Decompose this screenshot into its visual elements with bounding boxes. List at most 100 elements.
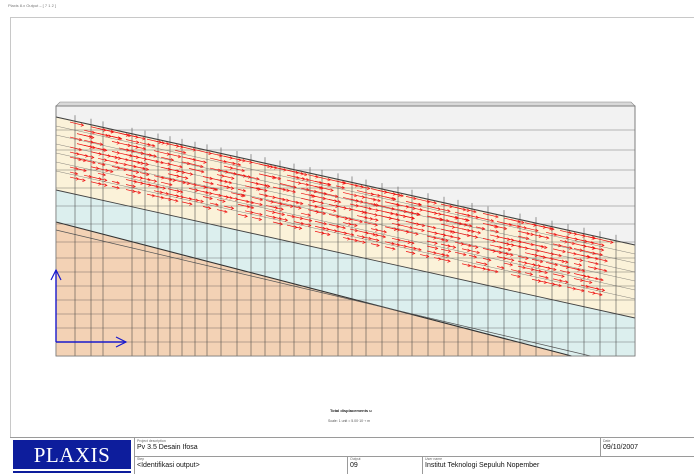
displacement-arrowhead [503,226,508,231]
displacement-arrow [461,223,472,227]
displacement-arrowhead [170,158,175,162]
displacement-arrow [503,247,512,251]
displacement-arrowhead [169,182,173,187]
displacement-arrow [538,280,547,283]
displacement-arrowhead [80,123,85,127]
displacement-arrow [258,183,270,187]
displacement-arrowhead [290,204,294,209]
displacement-arrow [426,210,442,215]
displacement-arrow [538,235,549,239]
displacement-arrow [237,193,246,197]
displacement-arrow [587,236,596,239]
displacement-arrow [139,172,150,176]
displacement-arrowhead [604,259,608,263]
displacement-arrowhead [601,288,606,292]
displacement-arrow [440,218,450,222]
displacement-arrow [167,198,179,202]
displacement-arrowhead [495,269,499,274]
displacement-arrowhead [539,259,544,264]
displacement-arrowhead [510,253,514,257]
displacement-arrow [223,185,234,189]
displacement-arrow [524,272,533,275]
displacement-arrow [517,265,526,269]
displacement-arrowhead [409,226,414,230]
displacement-arrowhead [266,184,271,188]
displacement-arrowhead [492,239,496,243]
displacement-arrow [587,246,596,249]
displacement-arrow [510,219,525,224]
displacement-arrow [104,159,119,164]
displacement-arrowhead [117,136,122,140]
displacement-arrow [573,268,585,272]
displacement-arrow [454,251,467,256]
displacement-arrow [202,196,213,200]
displacement-arrowhead [375,238,380,242]
displacement-arrow [258,188,268,192]
displacement-arrowhead [230,206,235,210]
displacement-arrowhead [579,258,584,262]
displacement-arrow [153,150,170,155]
displacement-arrow [468,229,481,234]
displacement-arrowhead [411,216,415,220]
displacement-arrowhead [466,218,470,222]
displacement-arrow [223,175,235,179]
displacement-arrowhead [473,255,478,259]
displacement-arrowhead [136,140,140,144]
displacement-arrowhead [116,186,120,190]
displacement-arrow [580,279,593,284]
displacement-arrow [559,280,569,283]
displacement-arrowhead [487,258,492,262]
legend-scale: Scale: 1 unit = 5.00·10⁻³ m [328,419,371,423]
displacement-arrowhead [553,267,557,272]
displacement-arrowhead [451,225,456,229]
displacement-arrowhead [433,201,437,205]
displacement-arrow [538,245,548,249]
displacement-arrow [174,189,183,193]
displacement-arrow [552,243,562,247]
displacement-arrow [405,251,415,254]
displacement-arrow [146,178,157,182]
displacement-arrow [538,255,554,260]
displacement-arrowhead [335,194,339,199]
logo-underline [13,471,131,473]
displacement-arrow [244,205,254,209]
displacement-arrowhead [182,150,187,155]
displacement-arrowhead [90,155,95,159]
displacement-arrow [300,217,312,222]
displacement-arrowhead [280,207,284,211]
user-label: User name [425,457,443,461]
displacement-arrowhead [566,270,571,275]
displacement-arrow [209,187,218,191]
displacement-arrowhead [153,179,158,183]
displacement-arrow [377,234,386,238]
displacement-arrow [426,225,436,229]
displacement-arrow [594,267,607,272]
displacement-arrow [433,217,443,220]
displacement-arrow [181,181,190,185]
displacement-arrowhead [82,178,86,182]
displacement-arrowhead [495,214,499,219]
displacement-arrow [454,231,470,237]
displacement-arrow [545,266,557,271]
model-boundary [55,105,636,357]
displacement-arrow [181,161,190,165]
displacement-arrowhead [244,214,248,218]
displacement-arrow [251,201,263,206]
displacement-arrowhead [102,173,107,177]
displacement-arrowhead [418,202,423,207]
mesh-inclined-line [55,116,636,246]
displacement-arrowhead [600,278,604,282]
displacement-arrowhead [284,218,289,222]
displacement-arrowhead [452,245,457,249]
displacement-arrow [503,222,520,228]
title-block: PLAXIS Project description Pv 3.5 Desain… [10,437,694,474]
displacement-arrowhead [350,232,355,237]
displacement-arrow [244,160,253,163]
displacement-arrowhead [307,223,312,227]
displacement-arrowhead [374,223,378,227]
displacement-arrow [349,218,363,223]
displacement-arrow [300,212,311,216]
displacement-arrow [139,162,149,165]
displacement-arrow [69,121,84,126]
